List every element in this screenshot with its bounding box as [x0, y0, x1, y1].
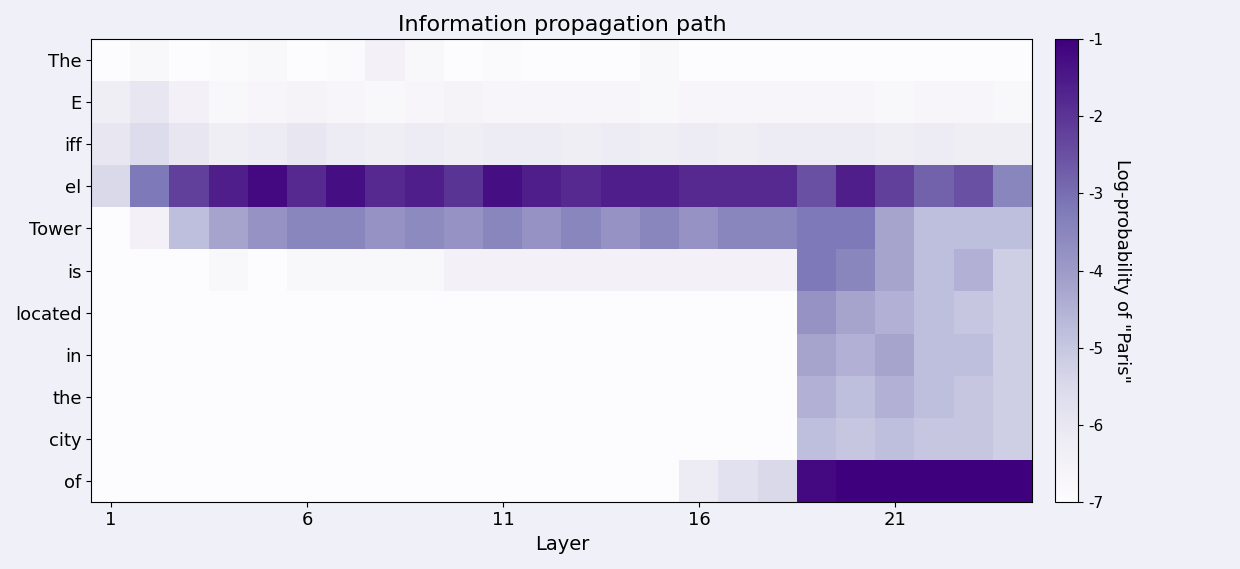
Title: Information propagation path: Information propagation path	[398, 15, 727, 35]
Y-axis label: Log-probability of "Paris": Log-probability of "Paris"	[1112, 159, 1131, 382]
X-axis label: Layer: Layer	[534, 535, 589, 554]
